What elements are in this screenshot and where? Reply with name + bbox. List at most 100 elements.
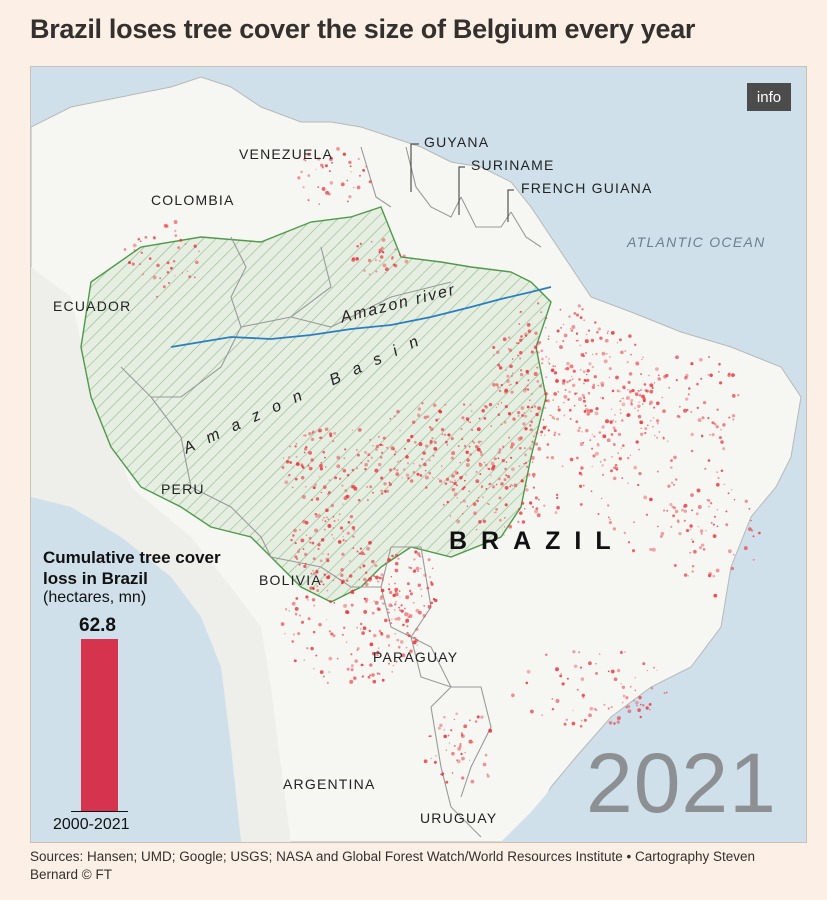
tree-loss-dot: [545, 355, 548, 358]
tree-loss-dot: [655, 401, 660, 406]
tree-loss-dot: [581, 308, 584, 311]
tree-loss-dot: [510, 374, 514, 378]
tree-loss-dot: [607, 330, 609, 332]
tree-loss-dot: [469, 759, 471, 761]
map[interactable]: info VENEZUELA GUYANA SURINAME FRENCH GU…: [30, 66, 807, 843]
tree-loss-dot: [709, 501, 713, 505]
tree-loss-dot: [596, 443, 600, 447]
tree-loss-dot: [478, 520, 482, 524]
tree-loss-dot: [362, 626, 367, 630]
tree-loss-dot: [456, 484, 458, 487]
tree-loss-dot: [668, 386, 671, 389]
tree-loss-dot: [731, 373, 735, 377]
tree-loss-dot: [722, 423, 726, 427]
tree-loss-dot: [312, 486, 316, 490]
tree-loss-dot: [582, 484, 585, 487]
tree-loss-dot: [370, 240, 373, 243]
tree-loss-dot: [394, 617, 398, 621]
tree-loss-dot: [558, 433, 561, 436]
tree-loss-dot: [405, 473, 410, 477]
tree-loss-dot: [639, 420, 644, 425]
tree-loss-dot: [380, 588, 385, 593]
tree-loss-dot: [649, 400, 654, 405]
tree-loss-dot: [662, 409, 666, 413]
tree-loss-dot: [174, 229, 177, 233]
info-button[interactable]: info: [747, 83, 791, 111]
tree-loss-dot: [166, 271, 170, 274]
tree-loss-dot: [592, 454, 596, 458]
tree-loss-dot: [716, 509, 719, 511]
tree-loss-dot: [385, 267, 389, 272]
tree-loss-dot: [352, 186, 355, 189]
tree-loss-dot: [642, 399, 646, 403]
tree-loss-dot: [653, 666, 655, 669]
tree-loss-dot: [394, 587, 399, 592]
tree-loss-dot: [366, 486, 369, 488]
tree-loss-dot: [603, 458, 607, 462]
tree-loss-dot: [599, 336, 603, 340]
tree-loss-dot: [303, 434, 305, 437]
tree-loss-dot: [395, 601, 397, 603]
tree-loss-dot: [732, 553, 735, 556]
tree-loss-dot: [566, 380, 569, 384]
tree-loss-dot: [141, 273, 145, 276]
tree-loss-dot: [527, 388, 530, 391]
bar-value-label: 62.8: [79, 615, 116, 636]
tree-loss-dot: [350, 485, 354, 489]
tree-loss-dot: [534, 331, 538, 335]
tree-loss-dot: [328, 630, 332, 633]
tree-loss-dot: [644, 427, 648, 431]
tree-loss-dot: [432, 476, 434, 479]
tree-loss-dot: [501, 458, 506, 463]
tree-loss-dot: [571, 375, 573, 378]
tree-loss-dot: [551, 698, 554, 700]
tree-loss-dot: [526, 472, 531, 477]
tree-loss-dot: [537, 446, 542, 451]
tree-loss-dot: [586, 369, 590, 373]
tree-loss-dot: [460, 752, 463, 756]
tree-loss-dot: [371, 611, 375, 615]
tree-loss-dot: [318, 203, 321, 205]
tree-loss-dot: [567, 398, 570, 401]
tree-loss-dot: [697, 505, 702, 509]
tree-loss-dot: [318, 622, 322, 627]
tree-loss-dot: [377, 647, 380, 649]
tree-loss-dot: [524, 388, 526, 390]
tree-loss-dot: [505, 369, 507, 371]
tree-loss-dot: [683, 573, 688, 577]
tree-loss-dot: [571, 383, 576, 388]
tree-loss-dot: [592, 383, 596, 387]
tree-loss-dot: [498, 389, 502, 393]
tree-loss-dot: [519, 511, 523, 515]
tree-loss-dot: [605, 352, 608, 355]
tree-loss-dot: [423, 759, 428, 764]
tree-loss-dot: [697, 418, 702, 423]
tree-loss-dot: [462, 499, 466, 503]
tree-loss-dot: [423, 605, 426, 607]
tree-loss-dot: [525, 484, 528, 487]
tree-loss-dot: [159, 277, 162, 280]
tree-loss-dot: [648, 374, 650, 377]
tree-loss-dot: [633, 465, 638, 470]
tree-loss-dot: [613, 677, 618, 682]
tree-loss-dot: [725, 510, 728, 513]
tree-loss-dot: [353, 570, 356, 573]
tree-loss-dot: [490, 425, 492, 427]
tree-loss-dot: [624, 349, 627, 353]
tree-loss-dot: [550, 456, 555, 460]
tree-loss-dot: [641, 358, 643, 361]
tree-loss-dot: [331, 533, 333, 536]
tree-loss-dot: [731, 394, 736, 398]
tree-loss-dot: [396, 409, 400, 414]
tree-loss-dot: [417, 552, 421, 556]
tree-loss-dot: [576, 332, 578, 334]
tree-loss-dot: [456, 519, 461, 524]
tree-loss-dot: [495, 483, 498, 486]
tree-loss-dot: [581, 693, 585, 697]
tree-loss-dot: [334, 575, 336, 577]
tree-loss-dot: [634, 343, 637, 346]
tree-loss-dot: [420, 567, 422, 570]
tree-loss-dot: [307, 174, 311, 177]
tree-loss-dot: [556, 496, 559, 500]
tree-loss-dot: [676, 520, 680, 524]
